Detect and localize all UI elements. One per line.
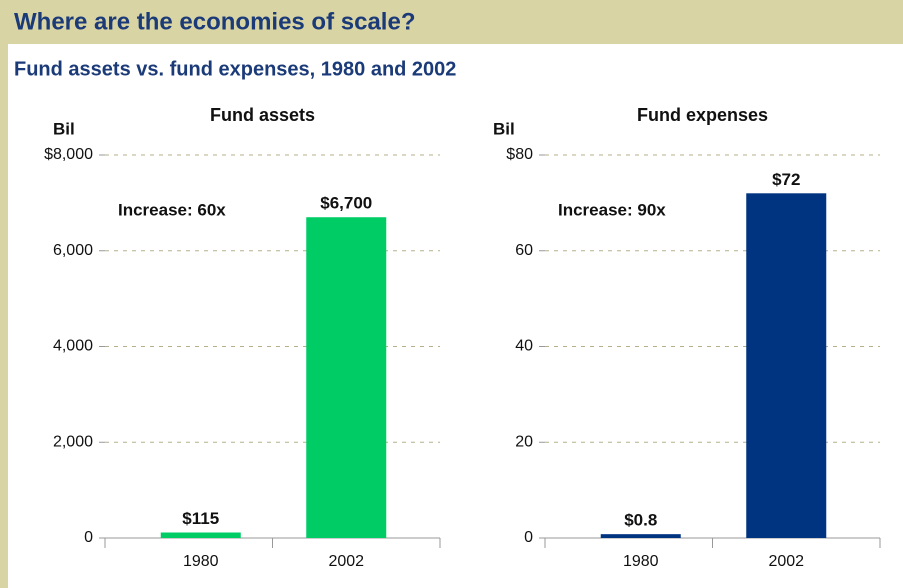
page-subtitle: Fund assets vs. fund expenses, 1980 and … [14,58,456,80]
y-tick-label: 6,000 [53,242,93,259]
bar [746,193,827,539]
bar [160,532,241,538]
y-tick-label: 60 [515,242,533,259]
y-tick-label: 4,000 [53,338,93,355]
y-tick-label: 20 [515,433,533,450]
annotation: Increase: 60x [118,200,226,219]
bar [306,217,387,539]
y-tick-label: 40 [515,338,533,355]
x-tick-label: 1980 [183,553,219,570]
annotation: Increase: 90x [558,200,666,219]
title-bar [0,0,903,44]
value-label: $72 [772,170,800,189]
x-tick-label: 2002 [328,553,364,570]
y-tick-label: 2,000 [53,433,93,450]
x-tick-label: 1980 [623,553,659,570]
bar [600,534,681,538]
value-label: $6,700 [320,194,372,213]
y-tick-label: $8,000 [44,146,93,163]
y-axis-label: Bil [493,119,515,138]
value-label: $0.8 [624,511,657,530]
value-label: $115 [182,509,219,528]
x-tick-label: 2002 [768,553,804,570]
chart-title: Fund assets [210,105,315,125]
left-border [0,44,8,588]
chart-title: Fund expenses [637,105,768,125]
y-tick-label: 0 [84,529,93,546]
y-tick-label: $80 [506,146,533,163]
y-tick-label: 0 [524,529,533,546]
y-axis-label: Bil [53,119,75,138]
page-title: Where are the economies of scale? [14,8,415,35]
